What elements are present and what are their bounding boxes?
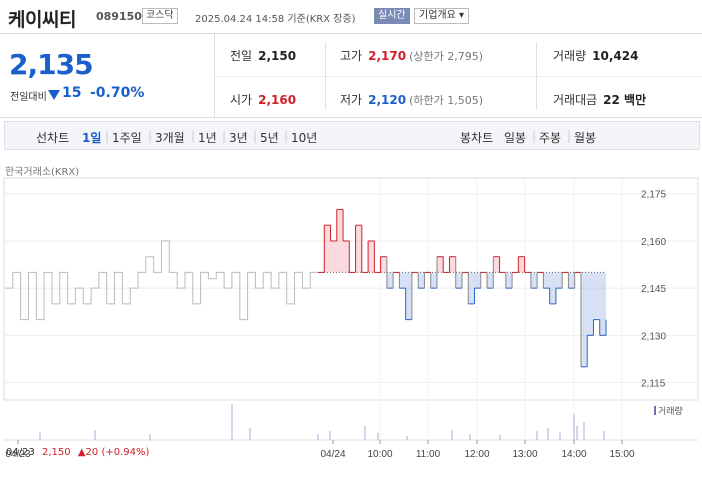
x-tick-label: 04/24 (320, 449, 345, 460)
volume-stat: 거래량 10,424 (553, 49, 639, 63)
volume-legend-swatch (654, 406, 656, 415)
area-fill (324, 225, 331, 273)
area-fill (555, 272, 563, 289)
area-fill (593, 272, 600, 320)
x-tick-label: 12:00 (464, 449, 489, 460)
area-fill (449, 256, 456, 273)
area-fill (380, 256, 387, 273)
realtime-button[interactable]: 실시간 (374, 8, 410, 24)
x-tick-label: 13:00 (512, 449, 537, 460)
y-tick-label: 2,115 (641, 379, 666, 390)
open-stat: 시가 2,160 (230, 93, 297, 107)
area-fill (543, 272, 550, 289)
area-fill (549, 272, 556, 304)
candle-daily[interactable]: 일봉 (504, 131, 527, 145)
separator: | (567, 129, 572, 143)
y-tick-label: 2,145 (641, 284, 666, 295)
chart-grid (3, 177, 699, 444)
area-fill (430, 272, 437, 289)
data-source: 한국거래소(KRX) (5, 167, 80, 178)
area-fill (399, 272, 406, 289)
quote-datetime: 2025.04.24 14:58 기준(KRX 장중) (195, 14, 356, 25)
area-fill (568, 272, 575, 289)
x-axis-labels: 04/23 04/24 10:00 11:00 12:00 13:00 14:00 15:00 (5, 449, 634, 460)
x-tick-label: 11:00 (416, 449, 441, 460)
y-tick-label: 2,175 (641, 190, 666, 201)
area-fill (368, 240, 375, 273)
stock-name[interactable]: 케이씨티 (8, 9, 76, 31)
y-axis-labels: 2,175 2,160 2,145 2,130 2,115 (641, 190, 666, 390)
area-fill (436, 256, 444, 273)
series-line-day1 (5, 240, 318, 321)
current-price-box: 2,135 전일대비 15 -0.70% (0, 34, 215, 118)
area-fill (468, 272, 475, 304)
area-fill (530, 272, 538, 289)
current-price: 2,135 (9, 48, 94, 81)
x-tick-label: 04/23 (5, 449, 30, 460)
area-fill (493, 256, 500, 273)
y-tick-label: 2,130 (641, 331, 666, 342)
area-fill (386, 272, 394, 289)
market-badge: 코스닥 (142, 8, 178, 24)
period-bar: 선차트 1일 | 1주일 | 3개월 | 1년 | 3년 | 5년 | 10년 … (4, 121, 700, 150)
candle-chart-label: 봉차트 (460, 131, 494, 145)
amount-stat: 거래대금 22 백만 (553, 93, 647, 107)
x-tick-label: 14:00 (561, 449, 586, 460)
line-chart-label: 선차트 (36, 131, 70, 145)
area-fill (505, 272, 513, 289)
chart-lines (5, 208, 607, 368)
period-1w[interactable]: 1주일 (112, 131, 142, 145)
prev-close-stat: 전일 2,150 (230, 49, 297, 63)
period-10y[interactable]: 10년 (291, 131, 318, 145)
change-label: 전일대비 (10, 92, 47, 103)
area-fill (336, 209, 344, 273)
separator: | (532, 129, 537, 143)
chart-fills (324, 209, 606, 367)
period-3m[interactable]: 3개월 (155, 131, 185, 145)
candle-monthly[interactable]: 월봉 (574, 131, 597, 145)
change-value: 15 (62, 85, 82, 101)
area-fill (487, 272, 494, 289)
separator: | (191, 129, 196, 143)
separator: | (253, 129, 258, 143)
low-stat: 저가 2,120 (하한가 1,505) (340, 93, 483, 107)
area-fill (518, 256, 525, 273)
area-fill (330, 240, 337, 273)
separator: | (222, 129, 227, 143)
area-fill (343, 240, 350, 273)
separator: | (105, 129, 110, 143)
volume-legend: 거래량 (654, 404, 683, 417)
y-tick-label: 2,160 (641, 237, 666, 248)
stock-code: 089150 (96, 10, 142, 23)
area-fill (587, 272, 594, 336)
high-stat: 고가 2,170 (상한가 2,795) (340, 49, 483, 63)
area-fill (599, 272, 606, 336)
divider (215, 76, 702, 77)
company-overview-dropdown[interactable]: 기업개요 ▾ (414, 8, 469, 24)
area-fill (455, 272, 462, 289)
area-fill (474, 272, 481, 289)
period-3y[interactable]: 3년 (229, 131, 248, 145)
period-1d[interactable]: 1일 (82, 131, 102, 145)
period-1y[interactable]: 1년 (198, 131, 217, 145)
area-fill (580, 272, 588, 367)
stock-header: 케이씨티 089150 코스닥 2025.04.24 14:58 기준(KRX … (0, 0, 702, 34)
x-tick-label: 15:00 (609, 449, 634, 460)
change-percent: -0.70% (90, 85, 145, 101)
x-tick-label: 10:00 (367, 449, 392, 460)
quote-panel: 2,135 전일대비 15 -0.70% 전일 2,150 고가 2,170 (상한가… (0, 34, 702, 118)
volume-bars (39, 404, 605, 440)
candle-weekly[interactable]: 주봉 (539, 131, 562, 145)
period-5y[interactable]: 5년 (260, 131, 279, 145)
area-fill (355, 225, 362, 273)
separator: | (284, 129, 289, 143)
down-arrow-icon (48, 90, 60, 100)
separator: | (148, 129, 153, 143)
area-fill (418, 272, 425, 289)
prev-day-summary: 04/23 2,150 ▲20 (+0.94%) (6, 447, 150, 458)
area-fill (405, 272, 412, 320)
